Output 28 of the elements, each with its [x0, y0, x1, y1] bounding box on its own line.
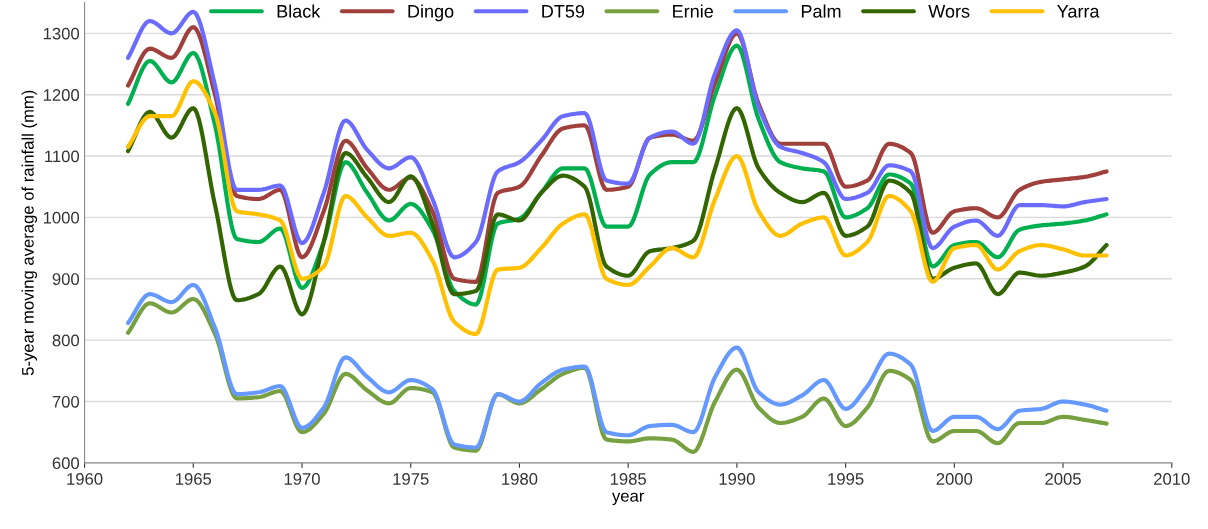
- x-tick-label: 2010: [1154, 473, 1190, 485]
- x-tick-label: 1990: [719, 473, 755, 485]
- x-tick-label: 1975: [393, 473, 429, 485]
- legend-label: Black: [277, 4, 321, 18]
- x-tick-label: 1985: [610, 473, 646, 485]
- y-tick-label: 900: [52, 273, 80, 285]
- legend-label: Dingo: [408, 4, 454, 22]
- x-tick-label: 1965: [176, 473, 212, 485]
- y-axis-title: 5-year moving average of rainfall (mm): [21, 90, 38, 376]
- legend-label: Palm: [801, 4, 841, 18]
- legend-label: DT59: [542, 4, 585, 18]
- y-tick-label: 1100: [45, 150, 80, 163]
- y-tick-label: 1200: [43, 89, 80, 101]
- x-tick-label: 1970: [284, 473, 320, 485]
- y-tick-label: 1300: [43, 27, 80, 40]
- x-tick-label: 2000: [936, 473, 973, 485]
- x-tick-label: 1960: [67, 473, 103, 485]
- legend-label: Yarra: [1057, 5, 1100, 18]
- x-tick-label: 2005: [1045, 473, 1081, 485]
- x-tick-label: 1980: [502, 473, 538, 485]
- y-tick-label: 800: [52, 334, 80, 347]
- x-tick-label: 1995: [828, 473, 864, 485]
- x-axis-title: year: [611, 492, 645, 506]
- y-tick-label: 1000: [43, 211, 80, 224]
- legend-label: Ernie: [673, 4, 713, 18]
- y-tick-label: 600: [52, 457, 80, 470]
- legend-label: Wors: [928, 5, 970, 18]
- y-tick-label: 700: [52, 395, 80, 408]
